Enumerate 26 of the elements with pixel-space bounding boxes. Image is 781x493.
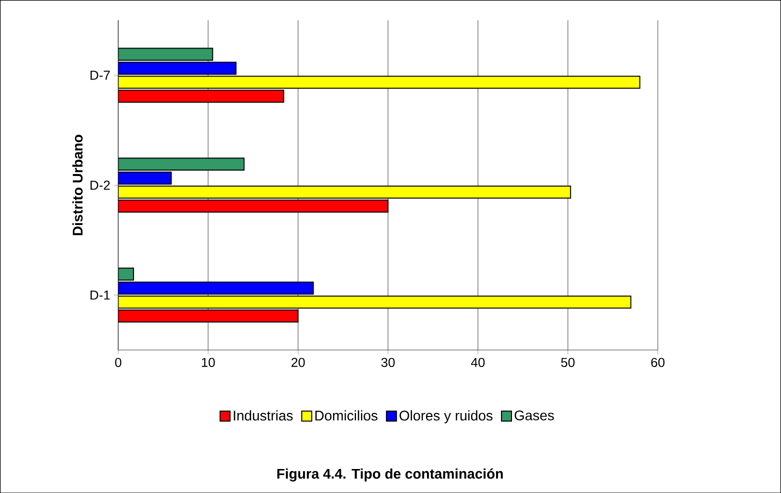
legend-label: Gases: [514, 410, 554, 420]
bar: [118, 295, 632, 308]
x-tick-label: 60: [651, 358, 665, 367]
bar: [118, 172, 172, 185]
x-tick-label: 20: [292, 358, 305, 367]
bar: [118, 186, 572, 199]
x-tick-label: 40: [471, 358, 485, 367]
x-tick-label: 30: [381, 358, 395, 367]
y-tick-label: D-7: [90, 70, 110, 80]
text: Figura 4.4. Tipo de contaminación: [277, 468, 503, 482]
legend-label: Domicilios: [315, 410, 378, 420]
x-tick-label: 10: [202, 358, 215, 367]
bar: [118, 76, 640, 89]
bar: [118, 281, 314, 294]
y-tick-label: D-1: [90, 290, 110, 300]
bar: [118, 48, 214, 61]
bar: [118, 90, 284, 103]
bar: [118, 158, 245, 171]
bar: [118, 200, 389, 213]
y-axis-title: Distrito Urbano: [72, 134, 83, 236]
legend-label: Olores y ruidos: [400, 410, 492, 424]
legend-label: Industrias: [234, 410, 293, 420]
x-tick-label: 0: [115, 358, 122, 367]
bar: [118, 309, 299, 322]
x-tick-label: 50: [561, 358, 575, 367]
y-tick-label: D-2: [90, 180, 110, 190]
